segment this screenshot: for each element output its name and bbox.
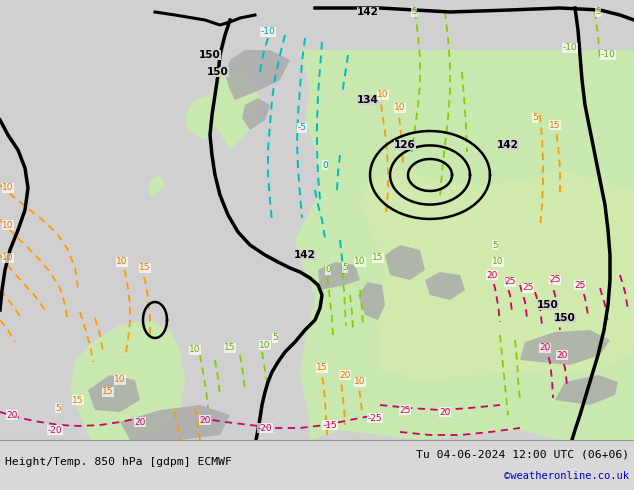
Text: 20: 20 — [199, 416, 210, 424]
Text: 10: 10 — [3, 220, 14, 229]
Text: 150: 150 — [207, 67, 229, 77]
Text: 5: 5 — [595, 7, 601, 17]
Text: 20: 20 — [439, 408, 451, 416]
Text: 5: 5 — [272, 334, 278, 343]
Text: 150: 150 — [537, 300, 559, 310]
Text: -20: -20 — [257, 423, 273, 433]
Polygon shape — [520, 330, 610, 365]
Text: -10: -10 — [261, 27, 275, 36]
Polygon shape — [242, 98, 270, 130]
Text: 20: 20 — [486, 270, 498, 279]
Polygon shape — [318, 262, 360, 290]
Polygon shape — [150, 175, 165, 195]
Polygon shape — [295, 50, 634, 440]
Text: 10: 10 — [492, 258, 504, 267]
Polygon shape — [385, 245, 425, 280]
Text: 150: 150 — [554, 313, 576, 323]
Text: 10: 10 — [3, 253, 14, 263]
Text: 25: 25 — [399, 406, 411, 415]
Text: 142: 142 — [497, 140, 519, 150]
Polygon shape — [310, 50, 460, 120]
Text: 25: 25 — [574, 280, 586, 290]
Text: 5: 5 — [492, 241, 498, 249]
Text: Height/Temp. 850 hPa [gdpm] ECMWF: Height/Temp. 850 hPa [gdpm] ECMWF — [5, 457, 232, 467]
Text: 15: 15 — [102, 388, 113, 396]
Polygon shape — [555, 375, 618, 405]
Text: 150: 150 — [199, 50, 221, 60]
Text: 126: 126 — [394, 140, 416, 150]
Text: 10: 10 — [259, 341, 271, 349]
Text: -25: -25 — [368, 414, 382, 422]
Text: 15: 15 — [224, 343, 236, 352]
Polygon shape — [425, 272, 465, 300]
Text: 20: 20 — [556, 350, 567, 360]
Text: Tu 04-06-2024 12:00 UTC (06+06): Tu 04-06-2024 12:00 UTC (06+06) — [416, 449, 629, 459]
Text: ©weatheronline.co.uk: ©weatheronline.co.uk — [504, 471, 629, 481]
Text: 10: 10 — [116, 258, 127, 267]
Text: 20: 20 — [540, 343, 551, 352]
Text: -5: -5 — [297, 123, 306, 132]
Text: 10: 10 — [190, 345, 201, 354]
Text: 15: 15 — [549, 121, 560, 129]
Text: 10: 10 — [354, 377, 366, 387]
Text: 15: 15 — [372, 253, 384, 263]
Text: 10: 10 — [114, 375, 126, 385]
Polygon shape — [120, 405, 230, 440]
Text: 0: 0 — [325, 266, 331, 274]
Polygon shape — [358, 282, 385, 320]
Polygon shape — [185, 95, 218, 140]
Text: 25: 25 — [504, 277, 515, 287]
Text: 20: 20 — [339, 370, 351, 379]
Text: 142: 142 — [357, 7, 379, 17]
Text: -10: -10 — [600, 50, 616, 59]
Text: -20: -20 — [48, 425, 62, 435]
Text: -15: -15 — [323, 420, 337, 430]
Text: 10: 10 — [354, 258, 366, 267]
Polygon shape — [360, 170, 634, 380]
Text: 0: 0 — [322, 161, 328, 170]
Text: 20: 20 — [6, 411, 18, 419]
Text: 25: 25 — [522, 284, 534, 293]
Text: 10: 10 — [377, 91, 389, 99]
Text: -10: -10 — [562, 44, 578, 52]
Polygon shape — [70, 320, 185, 440]
Text: 15: 15 — [139, 264, 151, 272]
Text: 10: 10 — [3, 183, 14, 193]
Polygon shape — [225, 50, 290, 100]
Text: 134: 134 — [357, 95, 379, 105]
Polygon shape — [210, 70, 260, 150]
Text: 10: 10 — [394, 103, 406, 113]
Text: 20: 20 — [134, 417, 146, 426]
Text: 5: 5 — [411, 7, 417, 17]
Text: 142: 142 — [294, 250, 316, 260]
Text: 15: 15 — [316, 364, 328, 372]
Polygon shape — [88, 375, 140, 412]
Text: 5: 5 — [532, 114, 538, 122]
Text: 5: 5 — [342, 264, 348, 272]
Text: 15: 15 — [72, 395, 84, 405]
Text: 5: 5 — [55, 403, 61, 413]
Bar — [0, 0, 634, 440]
Text: 25: 25 — [549, 275, 560, 285]
Bar — [0, 440, 634, 490]
